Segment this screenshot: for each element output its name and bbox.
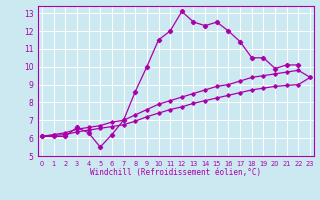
X-axis label: Windchill (Refroidissement éolien,°C): Windchill (Refroidissement éolien,°C) xyxy=(91,168,261,177)
